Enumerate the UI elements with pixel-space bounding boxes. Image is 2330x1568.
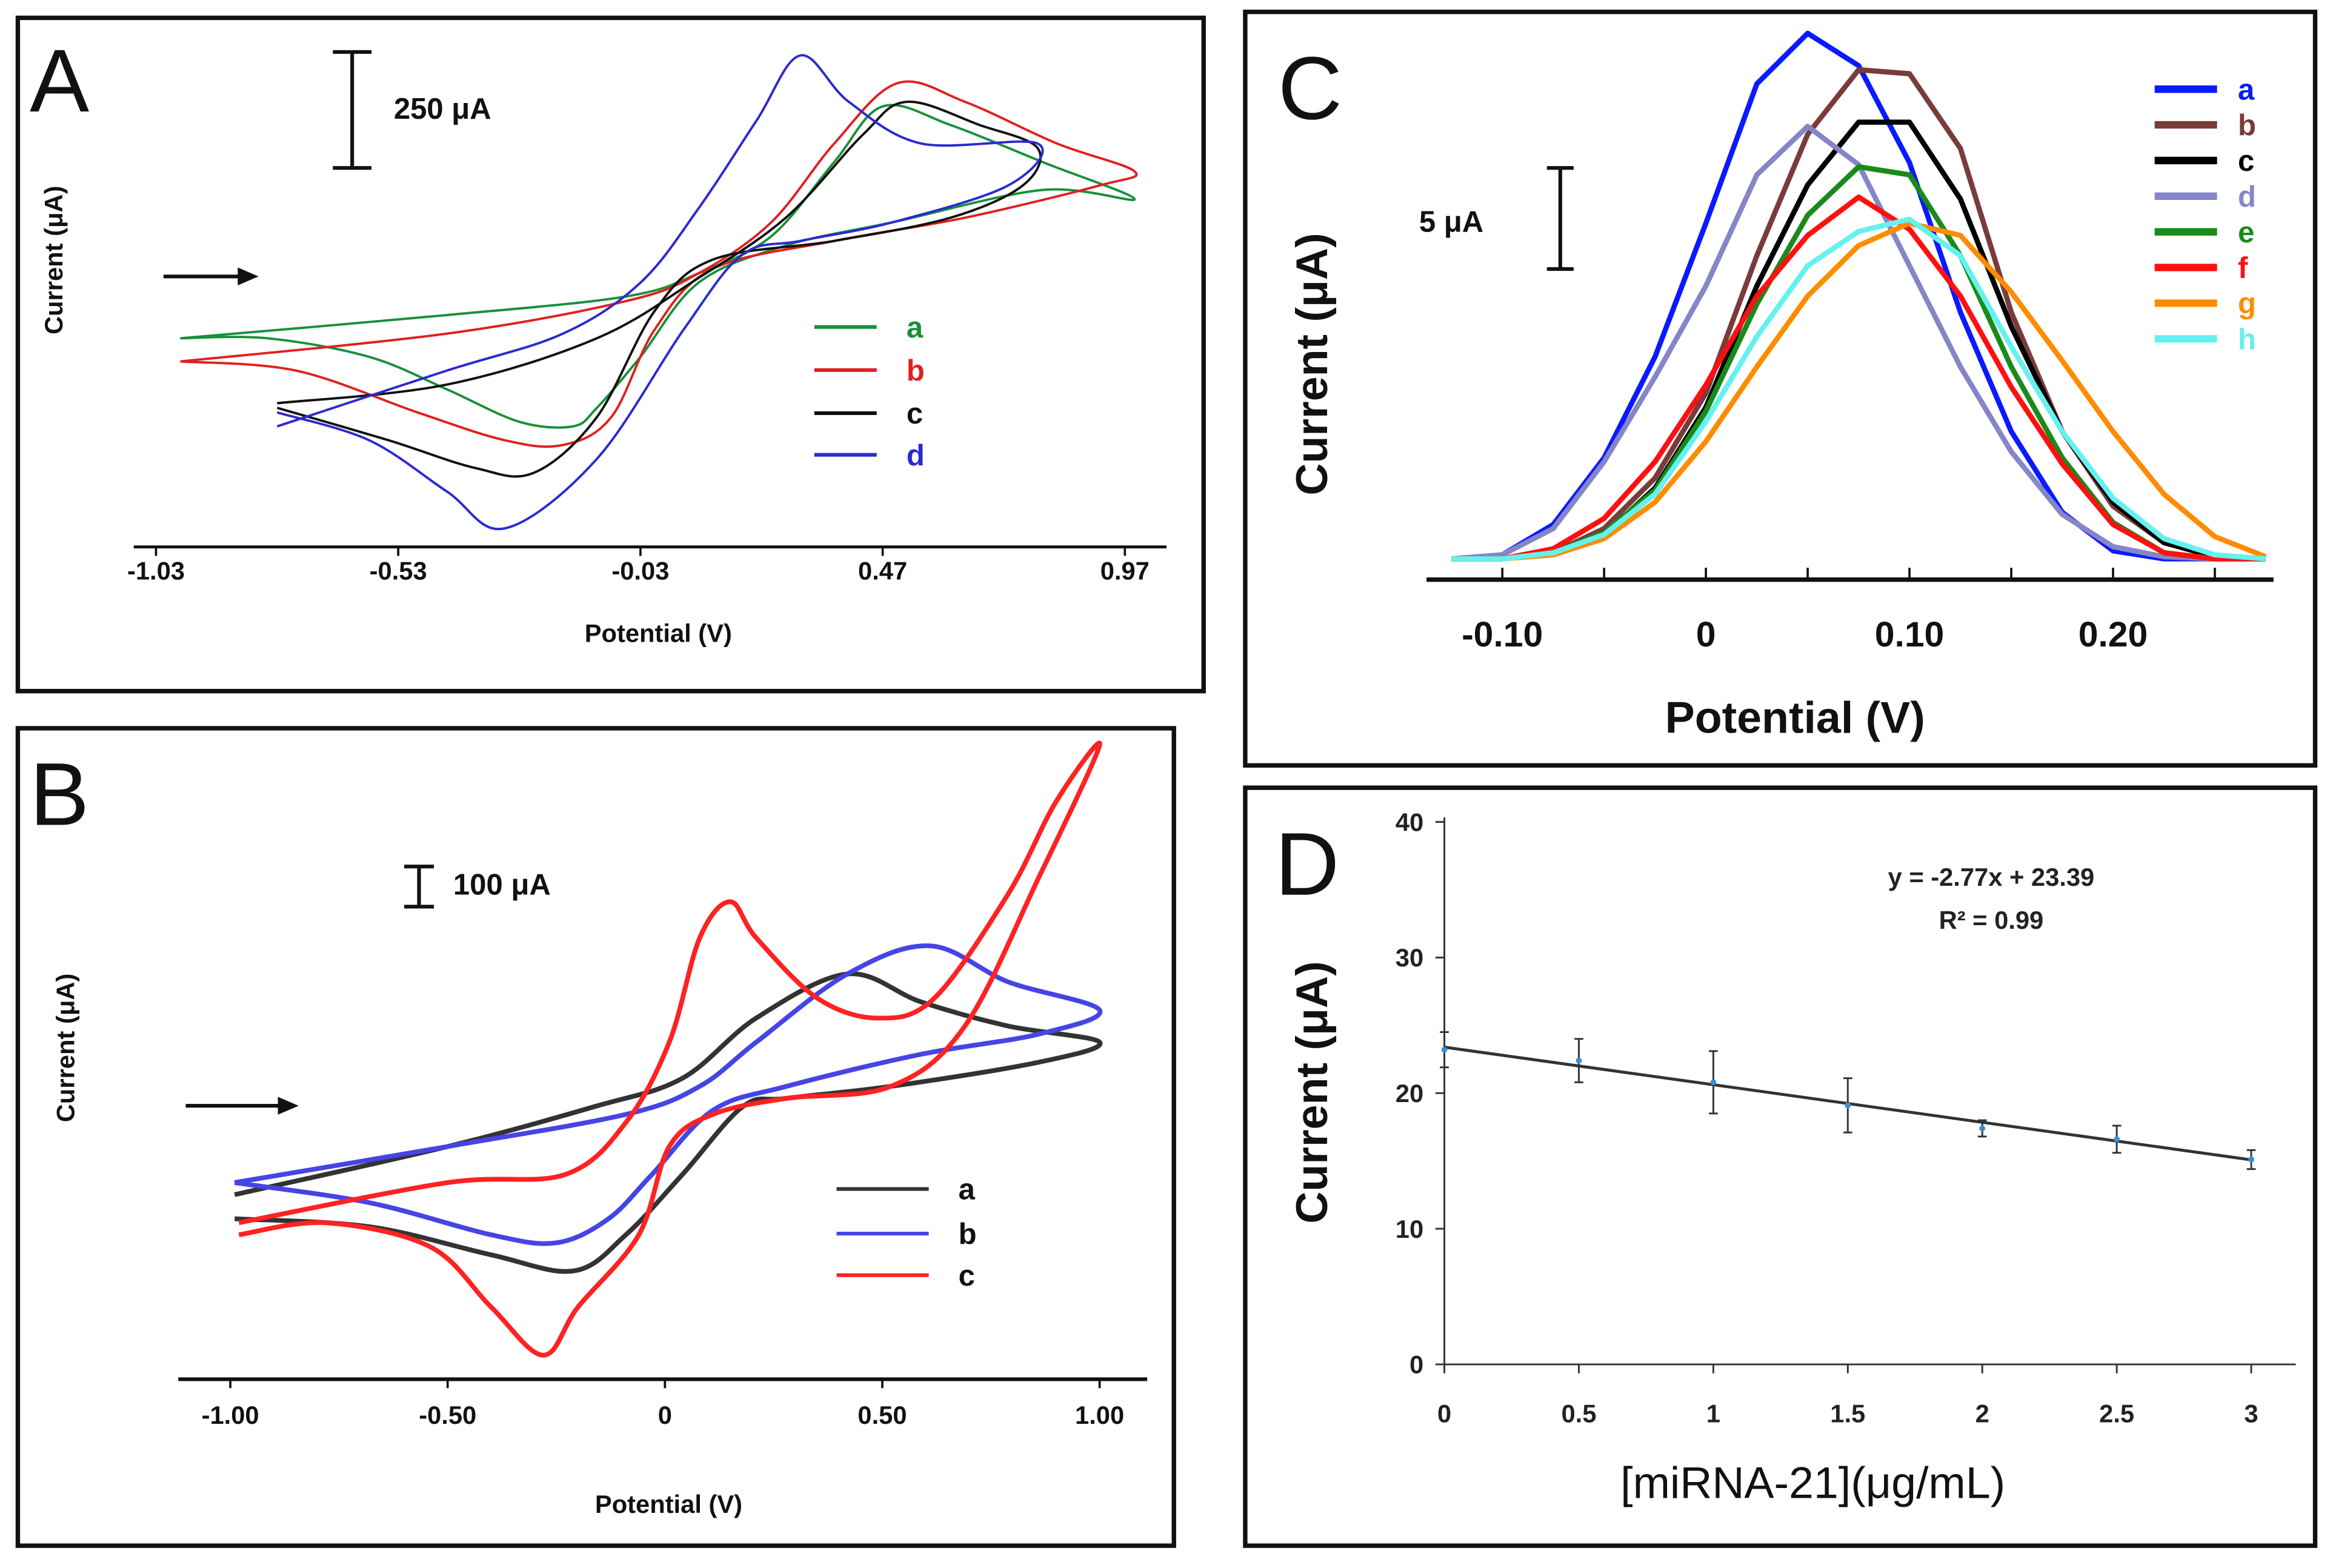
y-tick-label: 10 — [1396, 1215, 1423, 1243]
series-c-curve — [238, 740, 1102, 1358]
panel-b: B Current (μA) Potential (V) 100 μA -1.0… — [15, 726, 1176, 1548]
x-tick-label: 0.97 — [1100, 557, 1150, 585]
panel-d-r-squared: R² = 0.99 — [1939, 906, 2044, 934]
y-tick-label: 40 — [1396, 808, 1423, 836]
x-tick-label: 0 — [1437, 1400, 1451, 1428]
x-tick-label: 3 — [2244, 1400, 2258, 1428]
panel-a: A Current (μA) Potential (V) 250 μA -1.0… — [15, 15, 1206, 694]
panel-a-x-axis-title: Potential (V) — [585, 619, 732, 648]
legend-label-b: b — [2238, 109, 2256, 142]
panel-c-frame — [1243, 9, 2318, 768]
panel-c-y-axis-title: Current (μA) — [1286, 233, 1337, 495]
panel-d: D Current (μA) [miRNA-21](μg/mL) y = -2.… — [1243, 785, 2318, 1548]
series-a-curve — [1451, 30, 2266, 562]
legend-label-a: a — [959, 1174, 976, 1206]
x-tick-label: -0.50 — [419, 1401, 476, 1429]
y-tick-label: 0 — [1410, 1350, 1423, 1379]
panel-a-scan-arrow-icon — [163, 267, 259, 285]
panel-a-frame — [15, 15, 1206, 694]
panel-c-x-axis-title: Potential (V) — [1665, 692, 1925, 742]
x-tick-label: 1 — [1706, 1400, 1720, 1428]
x-tick-label: -1.00 — [202, 1401, 259, 1429]
panel-d-frame — [1243, 785, 2318, 1548]
x-tick-label: 0 — [658, 1401, 672, 1429]
series-b-curve — [1451, 67, 2266, 562]
series-c-curve — [1451, 119, 2266, 562]
panel-b-x-axis-title: Potential (V) — [595, 1490, 742, 1518]
panel-b-label: B — [30, 745, 89, 844]
series-g-curve — [1451, 221, 2267, 562]
panel-b-scan-arrow-icon — [185, 1097, 299, 1115]
data-point — [1441, 1046, 1448, 1053]
x-tick-label: -0.10 — [1462, 615, 1543, 654]
x-tick-label: 1.5 — [1830, 1400, 1865, 1428]
panel-c-scale-bar-label: 5 μA — [1419, 206, 1483, 239]
x-tick-label: 0.50 — [857, 1401, 907, 1429]
x-tick-label: 2 — [1976, 1400, 1989, 1428]
x-tick-label: 2.5 — [2099, 1400, 2134, 1428]
y-tick-label: 20 — [1396, 1079, 1423, 1108]
y-tick-label: 30 — [1396, 943, 1423, 972]
data-point — [1576, 1057, 1582, 1064]
legend-label-a: a — [2238, 73, 2255, 106]
legend-label-d: d — [2238, 181, 2256, 213]
x-tick-label: -0.53 — [370, 557, 427, 585]
legend-label-c: c — [959, 1260, 975, 1292]
x-tick-label: 1.00 — [1075, 1401, 1124, 1429]
panel-a-label: A — [30, 32, 89, 131]
legend-label-e: e — [2238, 216, 2254, 249]
legend-label-c: c — [2238, 145, 2254, 178]
panel-b-scale-bar-label: 100 μA — [453, 869, 551, 902]
legend-label-g: g — [2238, 288, 2256, 321]
panel-d-label: D — [1275, 815, 1339, 914]
x-tick-label: 0.20 — [2079, 615, 2148, 654]
legend-label-f: f — [2238, 252, 2248, 285]
x-tick-label: -0.03 — [611, 557, 669, 585]
panel-d-fit-equation: y = -2.77x + 23.39 — [1888, 863, 2095, 891]
panel-b-y-axis-title: Current (μA) — [52, 974, 80, 1123]
data-point — [2248, 1157, 2254, 1163]
series-f-curve — [1451, 194, 2266, 562]
panel-c-scale-bar — [1546, 166, 1574, 271]
panel-c-label: C — [1278, 39, 1342, 138]
series-h-curve — [1451, 216, 2266, 562]
panel-d-y-axis-title: Current (μA) — [1286, 961, 1337, 1223]
panel-b-frame — [15, 726, 1176, 1548]
legend-label-b: b — [907, 354, 925, 387]
panel-a-scale-bar — [333, 50, 372, 170]
x-tick-label: 0.47 — [858, 557, 907, 585]
legend-label-a: a — [907, 311, 924, 344]
x-tick-label: 0 — [1696, 615, 1716, 654]
panel-c: C Current (μA) Potential (V) 5 μA -0.10 0… — [1243, 9, 2318, 768]
series-b-curve — [234, 943, 1103, 1246]
data-point — [2114, 1136, 2120, 1143]
panel-b-scale-bar — [404, 865, 434, 909]
panel-d-x-axis-title: [miRNA-21](μg/mL) — [1620, 1458, 2005, 1508]
panel-a-scale-bar-label: 250 μA — [394, 93, 491, 125]
data-point — [1979, 1125, 1986, 1132]
x-tick-label: -1.03 — [127, 557, 185, 585]
x-tick-label: 0.10 — [1875, 615, 1945, 654]
series-c-curve — [276, 101, 1042, 478]
data-point — [1710, 1079, 1717, 1086]
data-point — [1845, 1102, 1851, 1109]
panel-a-y-axis-title: Current (μA) — [39, 186, 68, 335]
legend-label-b: b — [959, 1218, 977, 1251]
series-d-curve — [276, 54, 1044, 531]
legend-label-d: d — [907, 439, 925, 472]
legend-label-c: c — [907, 397, 923, 430]
legend-label-h: h — [2238, 323, 2256, 356]
x-tick-label: 0.5 — [1561, 1400, 1596, 1428]
